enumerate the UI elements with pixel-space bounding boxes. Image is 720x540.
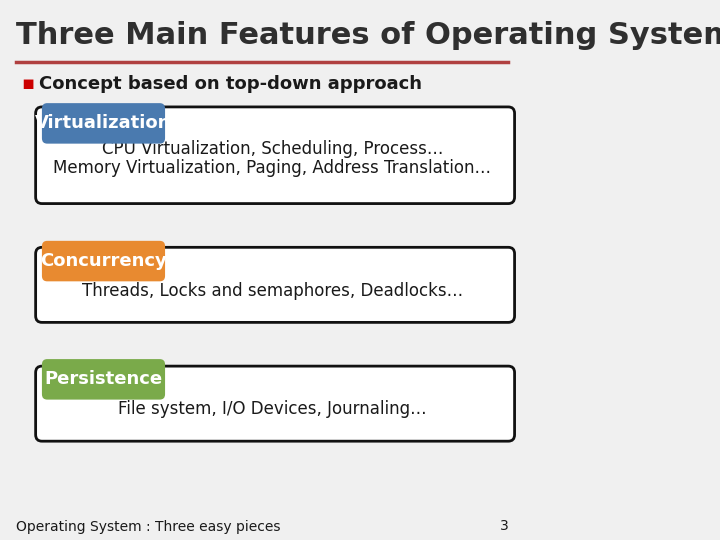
FancyBboxPatch shape bbox=[42, 103, 165, 144]
Text: Memory Virtualization, Paging, Address Translation…: Memory Virtualization, Paging, Address T… bbox=[53, 159, 492, 178]
Text: Three Main Features of Operating Systems: Three Main Features of Operating Systems bbox=[16, 21, 720, 50]
FancyBboxPatch shape bbox=[35, 366, 515, 441]
Text: Persistence: Persistence bbox=[45, 370, 163, 388]
Text: Operating System : Three easy pieces: Operating System : Three easy pieces bbox=[16, 519, 280, 534]
FancyBboxPatch shape bbox=[42, 359, 165, 400]
Text: Concept based on top-down approach: Concept based on top-down approach bbox=[40, 75, 423, 93]
Text: Threads, Locks and semaphores, Deadlocks…: Threads, Locks and semaphores, Deadlocks… bbox=[82, 281, 463, 300]
FancyBboxPatch shape bbox=[42, 241, 165, 281]
Text: Concurrency: Concurrency bbox=[40, 252, 167, 270]
Text: File system, I/O Devices, Journaling…: File system, I/O Devices, Journaling… bbox=[118, 400, 427, 418]
FancyBboxPatch shape bbox=[35, 247, 515, 322]
Text: 3: 3 bbox=[500, 519, 508, 534]
Text: CPU Virtualization, Scheduling, Process…: CPU Virtualization, Scheduling, Process… bbox=[102, 139, 444, 158]
Text: Virtualization: Virtualization bbox=[35, 114, 171, 132]
FancyBboxPatch shape bbox=[35, 107, 515, 204]
Text: ▪: ▪ bbox=[21, 74, 35, 93]
